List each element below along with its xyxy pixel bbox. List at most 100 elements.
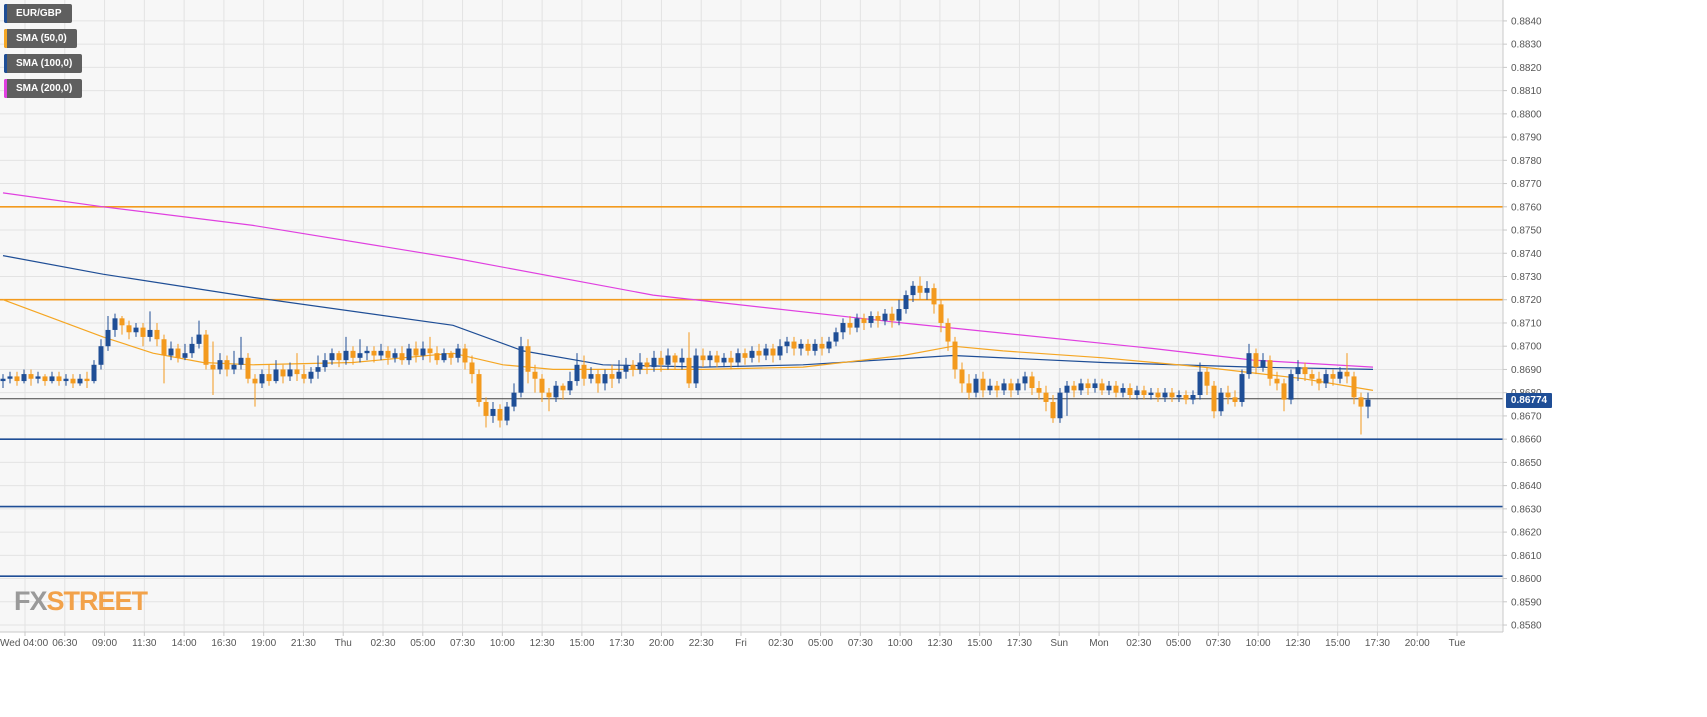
x-tick-label: 15:00 [967, 638, 992, 649]
symbol-swatch [4, 4, 7, 23]
candle-body [98, 346, 104, 365]
x-tick-label: 06:30 [52, 638, 77, 649]
candle-body [483, 401, 489, 416]
symbol-label: EUR/GBP [16, 8, 62, 19]
candle-body [539, 378, 545, 393]
x-tick-label: 12:30 [1285, 638, 1310, 649]
candle-body [1204, 371, 1210, 386]
candle-body [217, 360, 223, 370]
candle-body [175, 348, 181, 358]
candle-body [1148, 392, 1154, 395]
candle-body [833, 332, 839, 342]
y-tick-label: 0.8810 [1511, 86, 1542, 97]
candle-body [1281, 383, 1287, 400]
candle-body [1190, 395, 1196, 400]
legend-sma-50[interactable]: SMA (50,0) [4, 29, 77, 48]
y-tick-label: 0.8830 [1511, 40, 1542, 51]
candle-body [434, 353, 440, 361]
candle-body [413, 348, 419, 356]
candle-body [336, 353, 342, 361]
candle-body [763, 348, 769, 356]
candle-body [378, 350, 384, 356]
candle-body [1358, 397, 1364, 407]
x-tick-label: 20:00 [1405, 638, 1430, 649]
candle-body [1330, 374, 1336, 379]
y-tick-label: 0.8580 [1511, 621, 1542, 632]
candle-body [1022, 376, 1028, 384]
candle-body [980, 378, 986, 391]
candle-body [322, 360, 328, 368]
candle-body [168, 348, 174, 356]
x-tick-label: 19:00 [251, 638, 276, 649]
candle-body [35, 376, 41, 379]
candle-body [266, 374, 272, 382]
candle-body [42, 376, 48, 382]
legend-sma-200[interactable]: SMA (200,0) [4, 79, 83, 98]
x-tick-label: 12:30 [530, 638, 555, 649]
candle-body [154, 329, 160, 340]
candle-body [875, 316, 881, 321]
candle-body [406, 348, 412, 361]
candle-body [791, 341, 797, 349]
candle-body [581, 364, 587, 379]
candle-body [0, 378, 6, 382]
candle-body [7, 376, 13, 379]
candle-body [490, 408, 496, 416]
candle-body [889, 313, 895, 321]
y-tick-label: 0.8590 [1511, 597, 1542, 608]
candle-body [707, 355, 713, 361]
candle-body [161, 339, 167, 356]
candle-body [1064, 385, 1070, 393]
candle-body [1344, 371, 1350, 377]
candle-body [994, 385, 1000, 391]
candle-body [259, 374, 265, 384]
x-tick-label: 11:30 [132, 638, 157, 649]
candle-body [693, 355, 699, 384]
candle-body [721, 357, 727, 363]
candle-body [1078, 383, 1084, 391]
candle-body [280, 369, 286, 377]
candle-body [427, 348, 433, 354]
candle-body [49, 376, 55, 382]
candle-body [812, 343, 818, 351]
candle-body [609, 374, 615, 379]
legend-symbol[interactable]: EUR/GBP [4, 4, 72, 23]
last-price-tag: 0.86774 [1506, 393, 1552, 408]
candle-body [63, 378, 69, 382]
legend-sma-100[interactable]: SMA (100,0) [4, 54, 83, 73]
candle-body [126, 325, 132, 333]
candle-body [1134, 390, 1140, 395]
candle-body [1302, 367, 1308, 375]
candle-body [84, 378, 90, 382]
candle-body [1008, 383, 1014, 391]
candle-body [329, 353, 335, 361]
sma-100-swatch [4, 54, 7, 73]
candle-body [203, 334, 209, 365]
x-tick-label: 05:00 [808, 638, 833, 649]
y-tick-label: 0.8730 [1511, 272, 1542, 283]
candle-body [91, 364, 97, 382]
candle-body [630, 364, 636, 370]
candle-body [518, 346, 524, 393]
x-tick-label: 02:30 [370, 638, 395, 649]
candle-body [952, 341, 958, 370]
candle-body [1001, 383, 1007, 391]
candle-body [840, 322, 846, 333]
x-tick-label: 07:30 [450, 638, 475, 649]
x-tick-label: 14:00 [172, 638, 197, 649]
candle-body [924, 288, 930, 293]
candle-body [140, 327, 146, 337]
candle-body [1162, 392, 1168, 398]
x-tick-label: 10:00 [1246, 638, 1271, 649]
y-tick-label: 0.8800 [1511, 109, 1542, 120]
candle-body [1106, 385, 1112, 391]
candle-body [441, 353, 447, 361]
y-tick-label: 0.8610 [1511, 551, 1542, 562]
candle-body [350, 350, 356, 358]
candle-body [476, 374, 482, 402]
candle-body [273, 369, 279, 382]
candle-body [987, 385, 993, 391]
candle-body [133, 327, 139, 333]
